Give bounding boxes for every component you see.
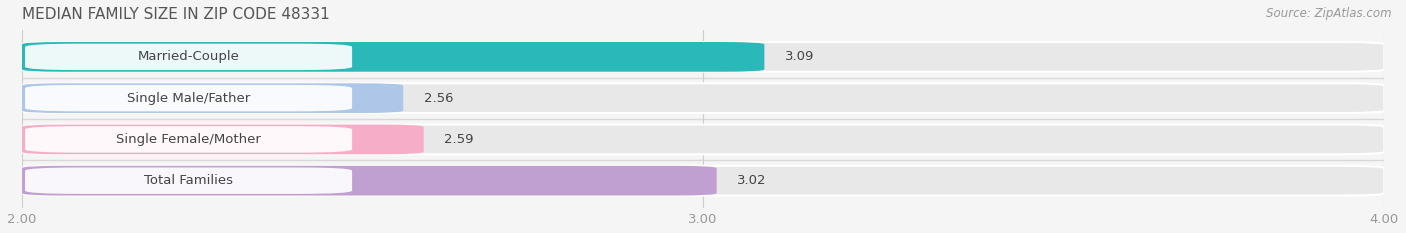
FancyBboxPatch shape [25,44,352,70]
Text: Total Families: Total Families [143,174,233,187]
Text: Married-Couple: Married-Couple [138,50,239,63]
Text: 2.56: 2.56 [423,92,453,105]
Text: Single Female/Mother: Single Female/Mother [117,133,262,146]
FancyBboxPatch shape [25,168,352,194]
Text: Single Male/Father: Single Male/Father [127,92,250,105]
FancyBboxPatch shape [21,166,1385,195]
FancyBboxPatch shape [21,42,1385,72]
Text: 3.09: 3.09 [785,50,814,63]
Text: MEDIAN FAMILY SIZE IN ZIP CODE 48331: MEDIAN FAMILY SIZE IN ZIP CODE 48331 [21,7,329,22]
FancyBboxPatch shape [21,125,1385,154]
FancyBboxPatch shape [21,42,765,72]
Text: 3.02: 3.02 [737,174,766,187]
FancyBboxPatch shape [21,125,423,154]
FancyBboxPatch shape [21,166,717,195]
FancyBboxPatch shape [21,83,404,113]
Text: Source: ZipAtlas.com: Source: ZipAtlas.com [1267,7,1392,20]
Text: 2.59: 2.59 [444,133,474,146]
FancyBboxPatch shape [21,83,1385,113]
FancyBboxPatch shape [25,85,352,111]
FancyBboxPatch shape [25,126,352,153]
